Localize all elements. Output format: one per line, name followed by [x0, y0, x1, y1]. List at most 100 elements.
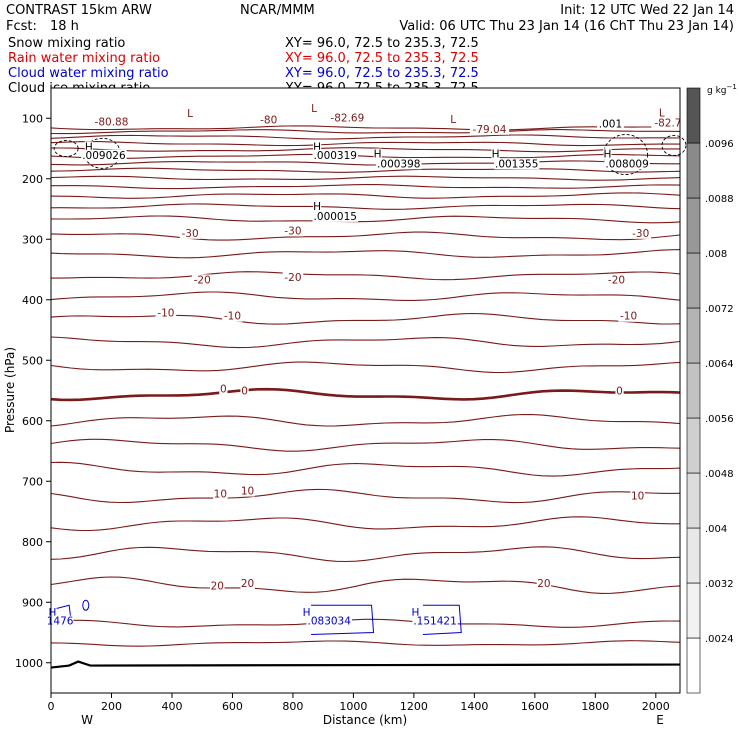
west-label: W — [81, 713, 93, 727]
contour-label-background — [210, 580, 225, 592]
x-tick-label: 1000 — [339, 700, 367, 713]
legend-field-xy: XY= 96.0, 72.5 to 235.3, 72.5 — [285, 36, 479, 51]
contour-label: -10 — [224, 311, 241, 323]
contour-label-background — [494, 158, 540, 170]
contour-label-background — [376, 158, 422, 170]
isotherm-line — [50, 125, 681, 131]
colorbar-segment — [686, 472, 701, 529]
contour-label: 10 — [631, 490, 644, 502]
x-axis: 0 200 400 600 800 1000 1200 1400 1600 1800 2000 — [48, 693, 670, 713]
contour-label-background — [630, 490, 645, 502]
y-tick-label: 500 — [22, 354, 43, 367]
contour-label-background — [327, 112, 367, 124]
contour-label-background — [630, 227, 651, 239]
isotherm-line — [50, 160, 680, 166]
contour-label-background — [240, 385, 249, 397]
contour-label: H — [313, 201, 321, 213]
colorbar-segment — [686, 252, 701, 309]
temperature-contours — [50, 125, 681, 669]
y-tick-label: 200 — [22, 173, 43, 186]
isotherm-line — [51, 271, 681, 281]
isotherm-line — [50, 203, 681, 210]
legend-field-name: Snow mixing ratio — [8, 36, 125, 51]
contour-label-background — [222, 310, 243, 322]
isotherm-line — [50, 438, 681, 452]
isotherm-line — [50, 134, 681, 140]
contour-label-background — [84, 141, 93, 153]
x-tick-label: 1200 — [400, 700, 428, 713]
y-tick-label: 700 — [22, 475, 43, 488]
contour-label: H — [85, 141, 93, 153]
isotherm-line — [50, 488, 681, 504]
contour-label: 1476 — [47, 616, 74, 628]
colorbar-segment — [686, 87, 701, 144]
contour-label-background — [213, 488, 228, 500]
colorbar-level-label: .008 — [705, 249, 727, 260]
contour-label-background — [606, 274, 627, 286]
isotherm-line — [50, 147, 680, 153]
contour-label: .000319 — [314, 150, 357, 162]
colorbar-level-label: .0096 — [705, 139, 734, 150]
contour-label-background — [411, 607, 420, 619]
colorbar-segment — [686, 307, 701, 364]
isotherm-line — [50, 546, 681, 563]
isotherm-line — [50, 413, 681, 427]
contour-label: -20 — [284, 272, 301, 284]
forecast-value: 18 h — [50, 19, 79, 34]
contour-label-background — [412, 615, 458, 627]
y-tick-label: 400 — [22, 294, 43, 307]
isotherm-line — [50, 576, 681, 594]
cloud-water-contour — [311, 604, 375, 635]
y-tick-label: 800 — [22, 536, 43, 549]
contour-label: L — [450, 114, 456, 126]
contour-label-background — [469, 123, 510, 135]
contour-label-background — [46, 615, 74, 627]
x-tick-label: 200 — [101, 700, 122, 713]
colorbar-level-label: .0072 — [705, 304, 734, 315]
isotherm-line — [50, 361, 681, 374]
contour-label: -10 — [620, 311, 637, 323]
contour-label: H — [374, 149, 382, 161]
contour-label: L — [187, 108, 193, 120]
isotherm-line — [50, 336, 681, 349]
x-tick-label: 800 — [282, 700, 303, 713]
x-axis-title: Distance (km) — [323, 713, 407, 727]
contour-label-background — [312, 149, 358, 161]
contour-label-background — [240, 578, 255, 590]
contour-label-background — [186, 108, 195, 120]
isotherm-line — [50, 249, 681, 259]
colorbar: .0024 .0032 .004 .0048 .0056 .0064 .0072 .008 .0… — [686, 87, 734, 694]
y-tick-label: 600 — [22, 415, 43, 428]
y-tick-label: 900 — [22, 596, 43, 609]
colorbar-segment — [686, 142, 701, 199]
contour-label: -30 — [632, 228, 649, 240]
cloud-water-contour — [82, 599, 90, 611]
x-tick-label: 1800 — [581, 700, 609, 713]
contour-label-background — [282, 225, 304, 237]
contour-label: 10 — [241, 486, 254, 498]
contour-label-background — [219, 383, 228, 395]
contour-label-background — [313, 141, 322, 153]
isotherm-line — [50, 618, 681, 628]
contour-label: -80.88 — [95, 117, 129, 129]
cloud-water-contour — [422, 604, 462, 635]
x-tick-label: 600 — [222, 700, 243, 713]
isotherm-line — [50, 516, 680, 532]
legend-field-xy: XY= 96.0, 72.5 to 235.3, 72.5 — [285, 51, 479, 66]
contour-label: .083034 — [308, 616, 352, 628]
colorbar-level-label: .0024 — [705, 634, 734, 645]
contour-label: .008009 — [605, 158, 648, 170]
contour-label: 0 — [220, 383, 227, 395]
contour-label-background — [282, 271, 304, 283]
contour-label: 20 — [211, 581, 224, 593]
contour-label-background — [155, 307, 177, 319]
contour-label: .009026 — [82, 150, 126, 162]
colorbar-level-label: .004 — [705, 524, 727, 535]
contour-label: L — [659, 107, 665, 119]
contour-label-background — [258, 114, 280, 126]
x-tick-label: 0 — [48, 700, 55, 713]
contour-label: L — [311, 103, 317, 115]
contour-label: 20 — [537, 578, 550, 590]
contour-label: H — [313, 141, 321, 153]
